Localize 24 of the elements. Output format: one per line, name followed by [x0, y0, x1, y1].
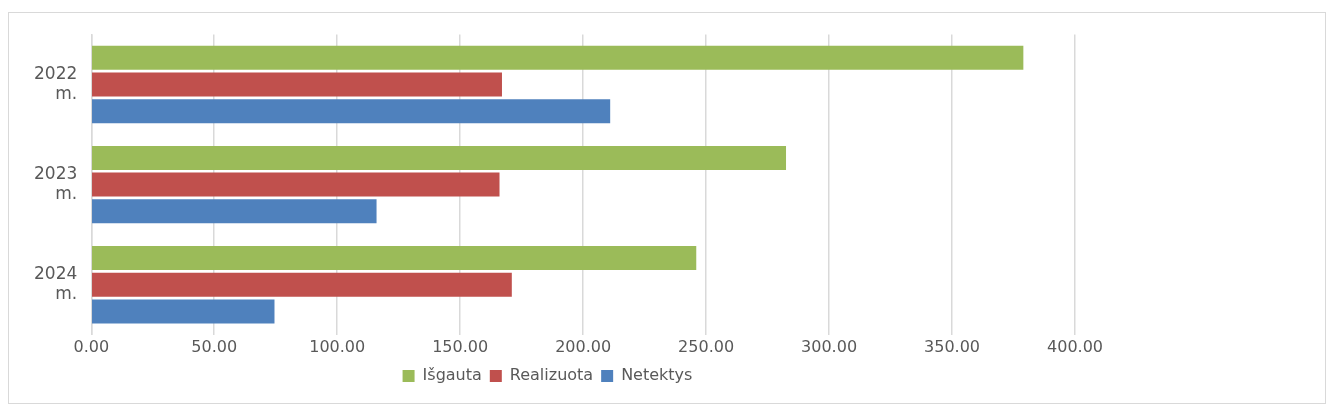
- bar: [92, 246, 697, 271]
- x-tick-label: 0.00: [73, 336, 110, 356]
- x-tick-label: 400.00: [1047, 336, 1103, 356]
- bar: [92, 99, 611, 124]
- legend-label: Netektys: [621, 365, 693, 385]
- x-tick-label: 150.00: [432, 336, 489, 356]
- x-tick-label: 100.00: [309, 336, 366, 356]
- bar: [92, 45, 1024, 70]
- bar: [92, 72, 502, 97]
- x-tick-label: 250.00: [678, 336, 735, 356]
- legend-label: Realizuota: [509, 365, 594, 385]
- y-tick-label: 2022 m.: [34, 62, 78, 104]
- y-tick-label: 2024 m.: [34, 262, 78, 304]
- x-tick-label: 350.00: [924, 336, 981, 356]
- bar: [92, 199, 377, 224]
- legend-label: Išgauta: [422, 365, 482, 385]
- x-tick-label: 300.00: [801, 336, 858, 356]
- bar: [92, 172, 500, 197]
- x-tick-label: 200.00: [555, 336, 612, 356]
- y-tick-label: 2023 m.: [34, 162, 78, 204]
- bar: [92, 145, 787, 170]
- bar: [92, 272, 512, 297]
- bar: [92, 299, 275, 324]
- x-tick-label: 50.00: [191, 336, 238, 356]
